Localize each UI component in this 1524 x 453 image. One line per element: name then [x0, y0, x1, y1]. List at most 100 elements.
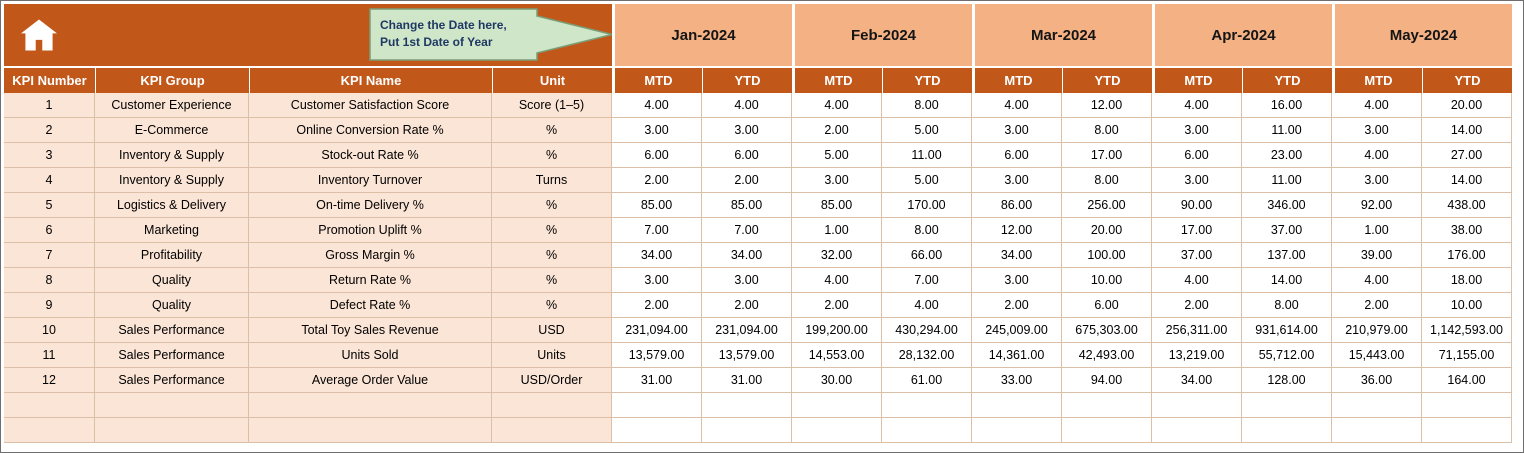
cell-kpi-unit[interactable]: USD/Order [492, 368, 612, 393]
cell-value[interactable]: 14,553.00 [792, 343, 882, 368]
cell-value[interactable]: 4.00 [1332, 93, 1422, 118]
cell-kpi-group[interactable]: Logistics & Delivery [95, 193, 249, 218]
cell-value[interactable]: 38.00 [1422, 218, 1512, 243]
cell-kpi-name[interactable]: Return Rate % [249, 268, 492, 293]
cell-value[interactable]: 20.00 [1422, 93, 1512, 118]
cell-empty[interactable] [4, 418, 95, 443]
cell-kpi-group[interactable]: Quality [95, 293, 249, 318]
cell-empty[interactable] [4, 393, 95, 418]
cell-value[interactable]: 8.00 [882, 218, 972, 243]
cell-value[interactable]: 199,200.00 [792, 318, 882, 343]
cell-value[interactable]: 12.00 [1062, 93, 1152, 118]
cell-value[interactable]: 71,155.00 [1422, 343, 1512, 368]
cell-empty[interactable] [972, 393, 1062, 418]
cell-value[interactable]: 4.00 [1152, 268, 1242, 293]
month-header-mar-2024[interactable]: Mar-2024 [972, 4, 1152, 66]
cell-value[interactable]: 5.00 [882, 168, 972, 193]
cell-value[interactable]: 39.00 [1332, 243, 1422, 268]
cell-value[interactable]: 256,311.00 [1152, 318, 1242, 343]
cell-kpi-name[interactable]: Total Toy Sales Revenue [249, 318, 492, 343]
cell-kpi-group[interactable]: Sales Performance [95, 343, 249, 368]
month-header-jan-2024[interactable]: Jan-2024 [612, 4, 792, 66]
cell-kpi-group[interactable]: Inventory & Supply [95, 168, 249, 193]
cell-empty[interactable] [1332, 393, 1422, 418]
cell-value[interactable]: 4.00 [612, 93, 702, 118]
cell-kpi-number[interactable]: 5 [4, 193, 95, 218]
cell-value[interactable]: 2.00 [792, 118, 882, 143]
cell-empty[interactable] [492, 393, 612, 418]
cell-value[interactable]: 4.00 [792, 93, 882, 118]
cell-kpi-number[interactable]: 8 [4, 268, 95, 293]
cell-value[interactable]: 438.00 [1422, 193, 1512, 218]
cell-value[interactable]: 86.00 [972, 193, 1062, 218]
month-header-may-2024[interactable]: May-2024 [1332, 4, 1512, 66]
cell-kpi-group[interactable]: Inventory & Supply [95, 143, 249, 168]
cell-value[interactable]: 2.00 [702, 168, 792, 193]
cell-kpi-number[interactable]: 1 [4, 93, 95, 118]
cell-value[interactable]: 16.00 [1242, 93, 1332, 118]
cell-kpi-unit[interactable]: Turns [492, 168, 612, 193]
cell-value[interactable]: 18.00 [1422, 268, 1512, 293]
cell-value[interactable]: 4.00 [1152, 93, 1242, 118]
cell-value[interactable]: 90.00 [1152, 193, 1242, 218]
cell-value[interactable]: 28,132.00 [882, 343, 972, 368]
cell-value[interactable]: 30.00 [792, 368, 882, 393]
cell-value[interactable]: 14.00 [1422, 118, 1512, 143]
cell-kpi-number[interactable]: 11 [4, 343, 95, 368]
cell-kpi-group[interactable]: Quality [95, 268, 249, 293]
cell-empty[interactable] [1152, 418, 1242, 443]
cell-value[interactable]: 6.00 [972, 143, 1062, 168]
cell-empty[interactable] [95, 393, 249, 418]
cell-value[interactable]: 176.00 [1422, 243, 1512, 268]
cell-value[interactable]: 4.00 [792, 268, 882, 293]
cell-value[interactable]: 66.00 [882, 243, 972, 268]
cell-value[interactable]: 13,219.00 [1152, 343, 1242, 368]
cell-kpi-name[interactable]: Promotion Uplift % [249, 218, 492, 243]
cell-value[interactable]: 3.00 [1332, 118, 1422, 143]
cell-value[interactable]: 15,443.00 [1332, 343, 1422, 368]
cell-kpi-number[interactable]: 4 [4, 168, 95, 193]
cell-value[interactable]: 13,579.00 [612, 343, 702, 368]
cell-value[interactable]: 164.00 [1422, 368, 1512, 393]
cell-kpi-group[interactable]: Sales Performance [95, 368, 249, 393]
cell-value[interactable]: 1.00 [1332, 218, 1422, 243]
cell-empty[interactable] [792, 393, 882, 418]
cell-value[interactable]: 137.00 [1242, 243, 1332, 268]
month-header-apr-2024[interactable]: Apr-2024 [1152, 4, 1332, 66]
cell-value[interactable]: 675,303.00 [1062, 318, 1152, 343]
cell-value[interactable]: 7.00 [702, 218, 792, 243]
cell-value[interactable]: 3.00 [1332, 168, 1422, 193]
cell-value[interactable]: 14.00 [1242, 268, 1332, 293]
cell-value[interactable]: 8.00 [1062, 118, 1152, 143]
cell-value[interactable]: 231,094.00 [612, 318, 702, 343]
cell-value[interactable]: 4.00 [972, 93, 1062, 118]
cell-value[interactable]: 37.00 [1152, 243, 1242, 268]
cell-empty[interactable] [792, 418, 882, 443]
cell-value[interactable]: 36.00 [1332, 368, 1422, 393]
cell-value[interactable]: 42,493.00 [1062, 343, 1152, 368]
cell-value[interactable]: 6.00 [702, 143, 792, 168]
cell-kpi-group[interactable]: Sales Performance [95, 318, 249, 343]
cell-value[interactable]: 2.00 [1332, 293, 1422, 318]
cell-value[interactable]: 4.00 [1332, 143, 1422, 168]
cell-value[interactable]: 32.00 [792, 243, 882, 268]
cell-value[interactable]: 4.00 [702, 93, 792, 118]
cell-kpi-name[interactable]: Customer Satisfaction Score [249, 93, 492, 118]
cell-value[interactable]: 5.00 [882, 118, 972, 143]
cell-kpi-unit[interactable]: % [492, 193, 612, 218]
cell-kpi-name[interactable]: Gross Margin % [249, 243, 492, 268]
cell-kpi-unit[interactable]: % [492, 118, 612, 143]
cell-kpi-name[interactable]: Defect Rate % [249, 293, 492, 318]
cell-value[interactable]: 17.00 [1062, 143, 1152, 168]
cell-kpi-unit[interactable]: Score (1–5) [492, 93, 612, 118]
cell-kpi-unit[interactable]: % [492, 218, 612, 243]
cell-value[interactable]: 1,142,593.00 [1422, 318, 1512, 343]
cell-empty[interactable] [1152, 393, 1242, 418]
cell-value[interactable]: 61.00 [882, 368, 972, 393]
cell-value[interactable]: 34.00 [702, 243, 792, 268]
cell-value[interactable]: 10.00 [1422, 293, 1512, 318]
cell-value[interactable]: 34.00 [1152, 368, 1242, 393]
cell-value[interactable]: 128.00 [1242, 368, 1332, 393]
cell-kpi-group[interactable]: Marketing [95, 218, 249, 243]
cell-kpi-group[interactable]: Profitability [95, 243, 249, 268]
